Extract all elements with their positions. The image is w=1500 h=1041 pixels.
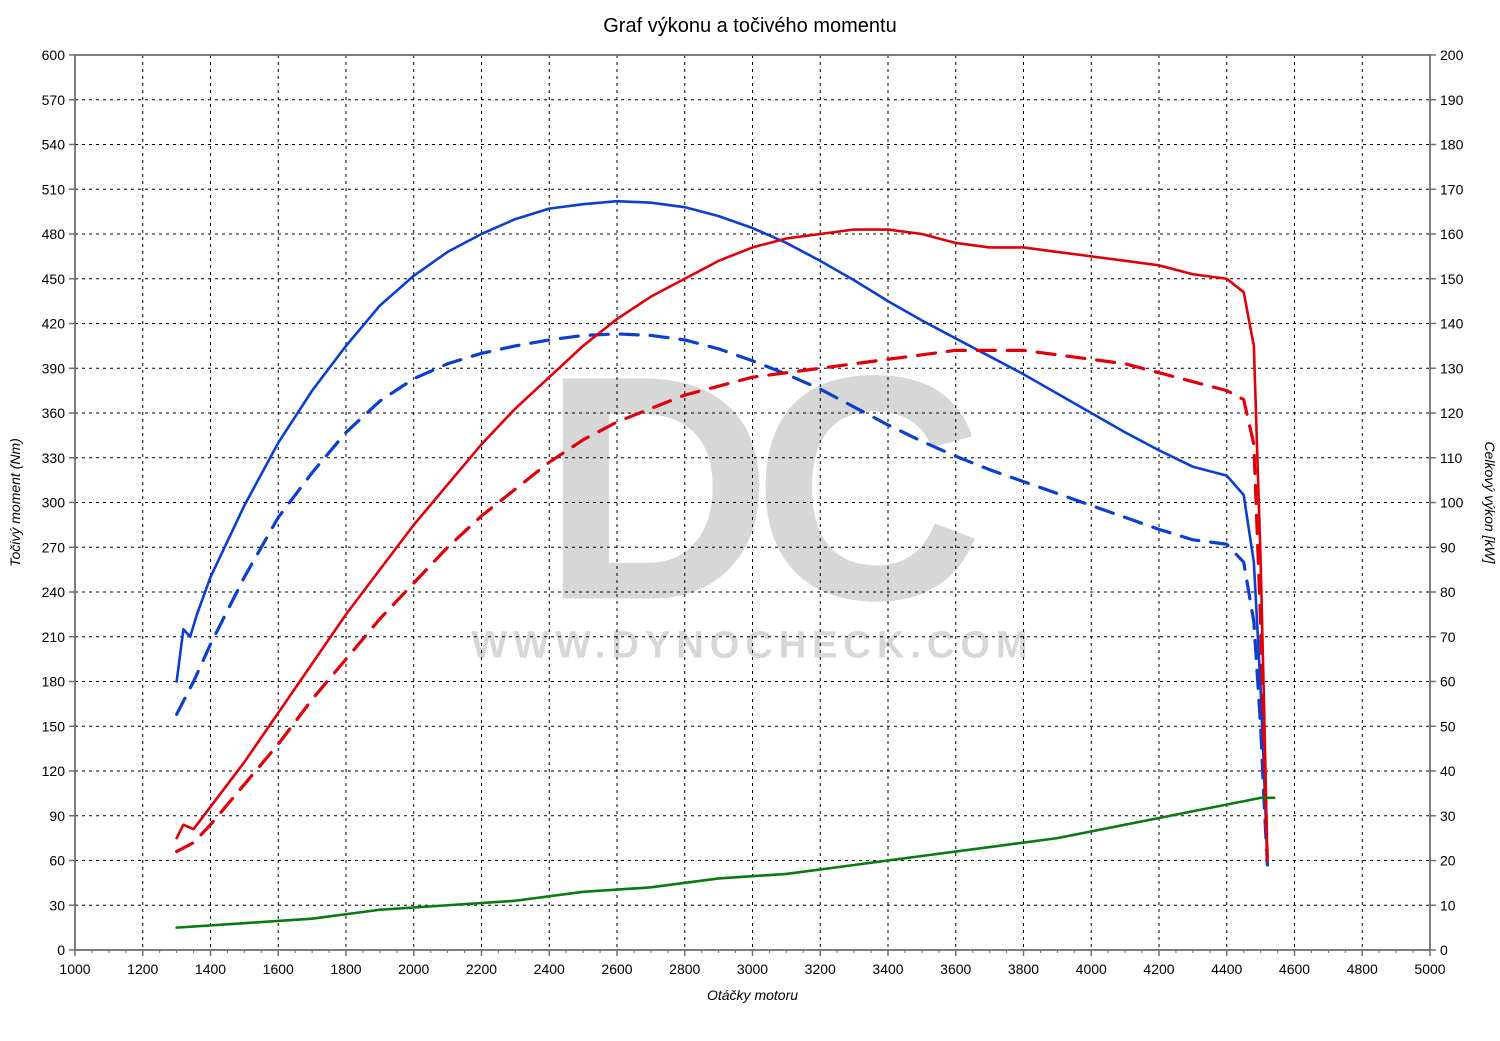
y-right-tick-label: 50	[1440, 718, 1456, 734]
x-tick-label: 3200	[805, 961, 836, 977]
y-left-tick-label: 120	[42, 763, 66, 779]
x-tick-label: 5000	[1414, 961, 1445, 977]
y-right-tick-label: 40	[1440, 763, 1456, 779]
x-tick-label: 3000	[737, 961, 768, 977]
y-left-tick-label: 540	[42, 137, 66, 153]
x-tick-label: 1200	[127, 961, 158, 977]
y-right-tick-label: 130	[1440, 360, 1464, 376]
x-tick-label: 1800	[330, 961, 361, 977]
y-left-tick-label: 570	[42, 92, 66, 108]
y-right-tick-label: 180	[1440, 137, 1464, 153]
y-left-tick-label: 60	[49, 853, 65, 869]
series-green_solid	[177, 798, 1275, 928]
y-left-tick-label: 30	[49, 897, 65, 913]
y-left-axis-label: Točivý moment (Nm)	[7, 438, 23, 567]
y-left-tick-label: 360	[42, 405, 66, 421]
y-left-tick-label: 270	[42, 539, 66, 555]
chart-svg: DCWWW.DYNOCHECK.COM100012001400160018002…	[0, 0, 1500, 1041]
y-left-tick-label: 510	[42, 181, 66, 197]
y-left-tick-label: 210	[42, 629, 66, 645]
y-right-axis-label: Celkový výkon [kW]	[1482, 441, 1498, 564]
y-right-tick-label: 120	[1440, 405, 1464, 421]
y-right-tick-label: 190	[1440, 92, 1464, 108]
y-left-tick-label: 150	[42, 718, 66, 734]
x-tick-label: 2200	[466, 961, 497, 977]
chart-container: Graf výkonu a točivého momentu DCWWW.DYN…	[0, 0, 1500, 1041]
grid: 1000120014001600180020002200240026002800…	[42, 47, 1464, 977]
x-tick-label: 2400	[534, 961, 565, 977]
y-left-tick-label: 390	[42, 360, 66, 376]
x-tick-label: 2000	[398, 961, 429, 977]
x-tick-label: 4000	[1076, 961, 1107, 977]
y-left-tick-label: 450	[42, 271, 66, 287]
y-right-tick-label: 0	[1440, 942, 1448, 958]
y-left-tick-label: 180	[42, 674, 66, 690]
y-right-tick-label: 200	[1440, 47, 1464, 63]
y-right-tick-label: 10	[1440, 897, 1456, 913]
y-left-tick-label: 480	[42, 226, 66, 242]
chart-title: Graf výkonu a točivého momentu	[0, 15, 1500, 38]
y-right-tick-label: 110	[1440, 450, 1463, 466]
y-right-tick-label: 60	[1440, 674, 1456, 690]
x-tick-label: 1600	[263, 961, 294, 977]
x-tick-label: 4200	[1143, 961, 1174, 977]
x-tick-label: 1000	[59, 961, 90, 977]
x-tick-label: 3800	[1008, 961, 1039, 977]
y-left-tick-label: 600	[42, 47, 66, 63]
y-right-tick-label: 170	[1440, 181, 1464, 197]
y-left-tick-label: 240	[42, 584, 66, 600]
x-tick-label: 3600	[940, 961, 971, 977]
y-left-tick-label: 300	[42, 495, 66, 511]
x-tick-label: 4600	[1279, 961, 1310, 977]
x-tick-label: 4400	[1211, 961, 1242, 977]
y-left-tick-label: 0	[57, 942, 65, 958]
y-right-tick-label: 150	[1440, 271, 1464, 287]
y-left-tick-label: 420	[42, 316, 66, 332]
y-right-tick-label: 140	[1440, 316, 1464, 332]
y-right-tick-label: 30	[1440, 808, 1456, 824]
y-right-tick-label: 90	[1440, 539, 1456, 555]
y-left-tick-label: 90	[49, 808, 65, 824]
x-tick-label: 1400	[195, 961, 226, 977]
y-left-tick-label: 330	[42, 450, 66, 466]
y-right-tick-label: 70	[1440, 629, 1456, 645]
svg-text:DC: DC	[541, 309, 977, 667]
x-tick-label: 3400	[872, 961, 903, 977]
y-right-tick-label: 20	[1440, 853, 1456, 869]
x-axis-label: Otáčky motoru	[707, 987, 798, 1003]
y-right-tick-label: 160	[1440, 226, 1464, 242]
y-right-tick-label: 100	[1440, 495, 1464, 511]
x-tick-label: 4800	[1347, 961, 1378, 977]
x-tick-label: 2800	[669, 961, 700, 977]
y-right-tick-label: 80	[1440, 584, 1456, 600]
x-tick-label: 2600	[601, 961, 632, 977]
